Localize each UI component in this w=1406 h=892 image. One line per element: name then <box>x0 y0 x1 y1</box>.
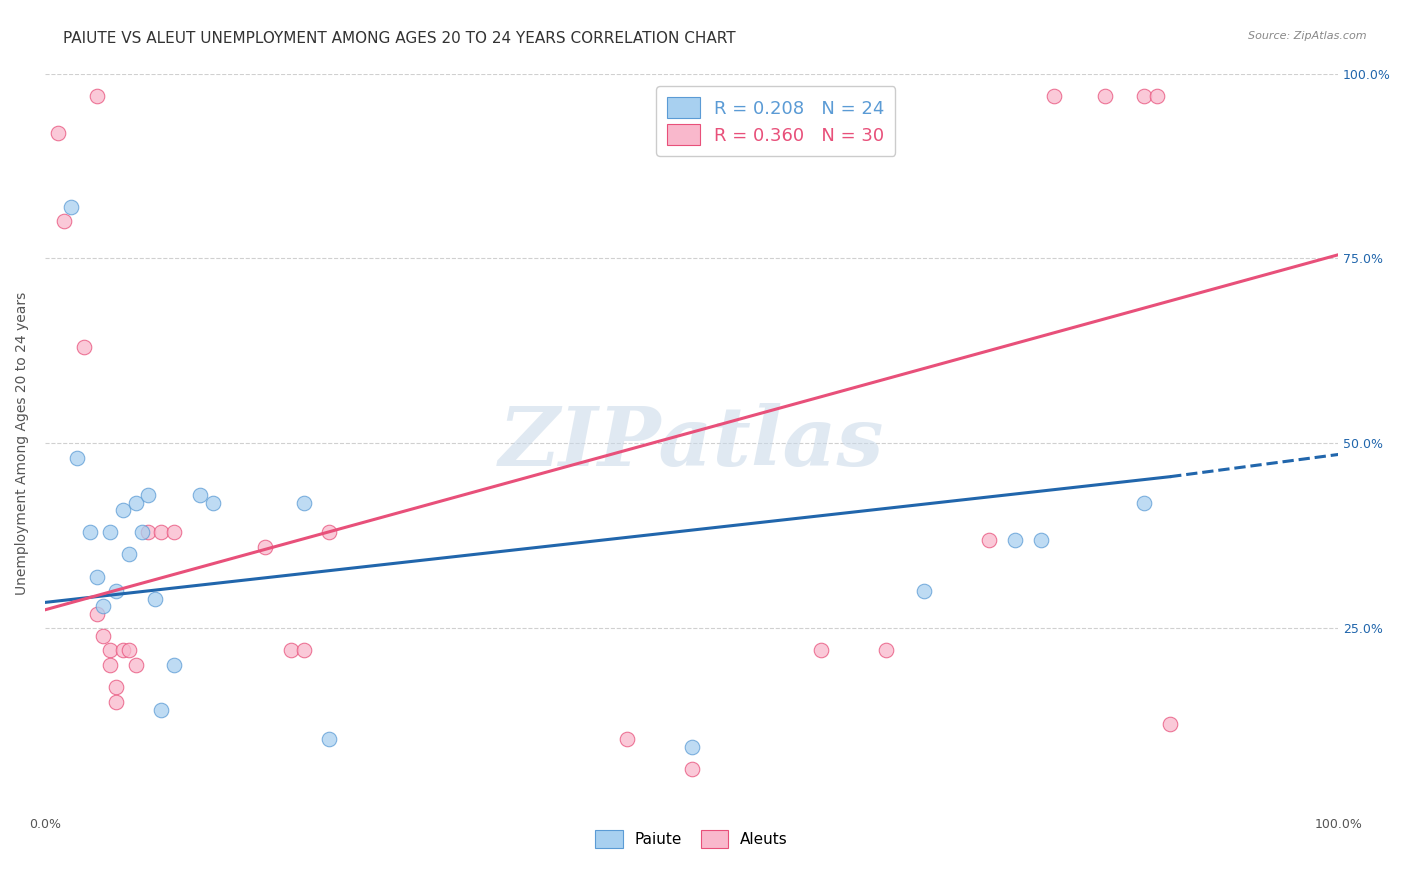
Point <box>86 569 108 583</box>
Point <box>111 503 134 517</box>
Point <box>292 643 315 657</box>
Point <box>150 525 173 540</box>
Point <box>318 732 340 747</box>
Point <box>53 214 76 228</box>
Point <box>98 658 121 673</box>
Point <box>86 88 108 103</box>
Y-axis label: Unemployment Among Ages 20 to 24 years: Unemployment Among Ages 20 to 24 years <box>15 292 30 595</box>
Point <box>91 599 114 614</box>
Point <box>616 732 638 747</box>
Point <box>79 525 101 540</box>
Point <box>124 495 146 509</box>
Point <box>1146 88 1168 103</box>
Point <box>163 525 186 540</box>
Point <box>810 643 832 657</box>
Point <box>875 643 897 657</box>
Point <box>253 540 276 554</box>
Point <box>280 643 302 657</box>
Point <box>59 200 82 214</box>
Point <box>202 495 225 509</box>
Point <box>105 681 128 695</box>
Point <box>66 451 89 466</box>
Point <box>98 525 121 540</box>
Point <box>118 643 141 657</box>
Point <box>118 547 141 561</box>
Point <box>138 488 160 502</box>
Text: Source: ZipAtlas.com: Source: ZipAtlas.com <box>1249 31 1367 41</box>
Point <box>292 495 315 509</box>
Text: PAIUTE VS ALEUT UNEMPLOYMENT AMONG AGES 20 TO 24 YEARS CORRELATION CHART: PAIUTE VS ALEUT UNEMPLOYMENT AMONG AGES … <box>63 31 735 46</box>
Point <box>1133 88 1156 103</box>
Point <box>46 126 69 140</box>
Point <box>1042 88 1064 103</box>
Legend: Paiute, Aleuts: Paiute, Aleuts <box>589 824 794 854</box>
Point <box>143 591 166 606</box>
Point <box>1029 533 1052 547</box>
Point <box>977 533 1000 547</box>
Point <box>163 658 186 673</box>
Point <box>131 525 153 540</box>
Point <box>912 584 935 599</box>
Point <box>91 629 114 643</box>
Point <box>73 340 96 354</box>
Point <box>1133 495 1156 509</box>
Point <box>1159 717 1181 731</box>
Point <box>681 739 703 754</box>
Point <box>1094 88 1116 103</box>
Point <box>1004 533 1026 547</box>
Point <box>98 643 121 657</box>
Point <box>138 525 160 540</box>
Point <box>681 762 703 776</box>
Point <box>124 658 146 673</box>
Point <box>86 607 108 621</box>
Text: ZIPatlas: ZIPatlas <box>499 403 884 483</box>
Point <box>105 584 128 599</box>
Point <box>105 695 128 709</box>
Point <box>188 488 211 502</box>
Point <box>111 643 134 657</box>
Point <box>150 703 173 717</box>
Point <box>318 525 340 540</box>
